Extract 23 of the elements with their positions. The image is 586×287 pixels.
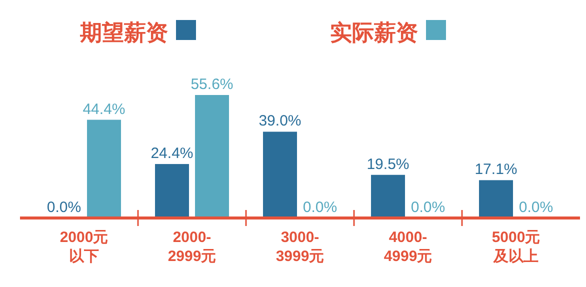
data-label: 44.4% bbox=[82, 100, 126, 118]
data-label: 24.4% bbox=[150, 145, 194, 162]
data-label: 0.0% bbox=[46, 199, 82, 216]
x-tick-label: 4000-4999元 bbox=[382, 228, 434, 266]
bar bbox=[195, 95, 229, 218]
x-tick-label: 5000元及以上 bbox=[490, 228, 542, 266]
bar bbox=[263, 132, 297, 218]
x-tick-label: 3000-3999元 bbox=[274, 228, 326, 266]
bar bbox=[371, 174, 405, 218]
data-label: 17.1% bbox=[474, 161, 518, 178]
x-tick-label: 2000元以下 bbox=[58, 228, 110, 266]
data-label: 0.0% bbox=[302, 199, 338, 216]
data-label: 19.5% bbox=[366, 156, 410, 173]
x-tick-label: 2000-2999元 bbox=[166, 228, 218, 266]
legend-label: 期望薪资 bbox=[79, 20, 168, 45]
data-label: 0.0% bbox=[410, 199, 446, 216]
bar bbox=[479, 180, 513, 218]
data-label: 39.0% bbox=[258, 112, 302, 130]
bar bbox=[155, 164, 189, 218]
legend-label: 实际薪资 bbox=[330, 20, 418, 45]
bar bbox=[87, 120, 121, 218]
data-label: 55.6% bbox=[190, 76, 234, 93]
data-label: 0.0% bbox=[518, 199, 554, 216]
